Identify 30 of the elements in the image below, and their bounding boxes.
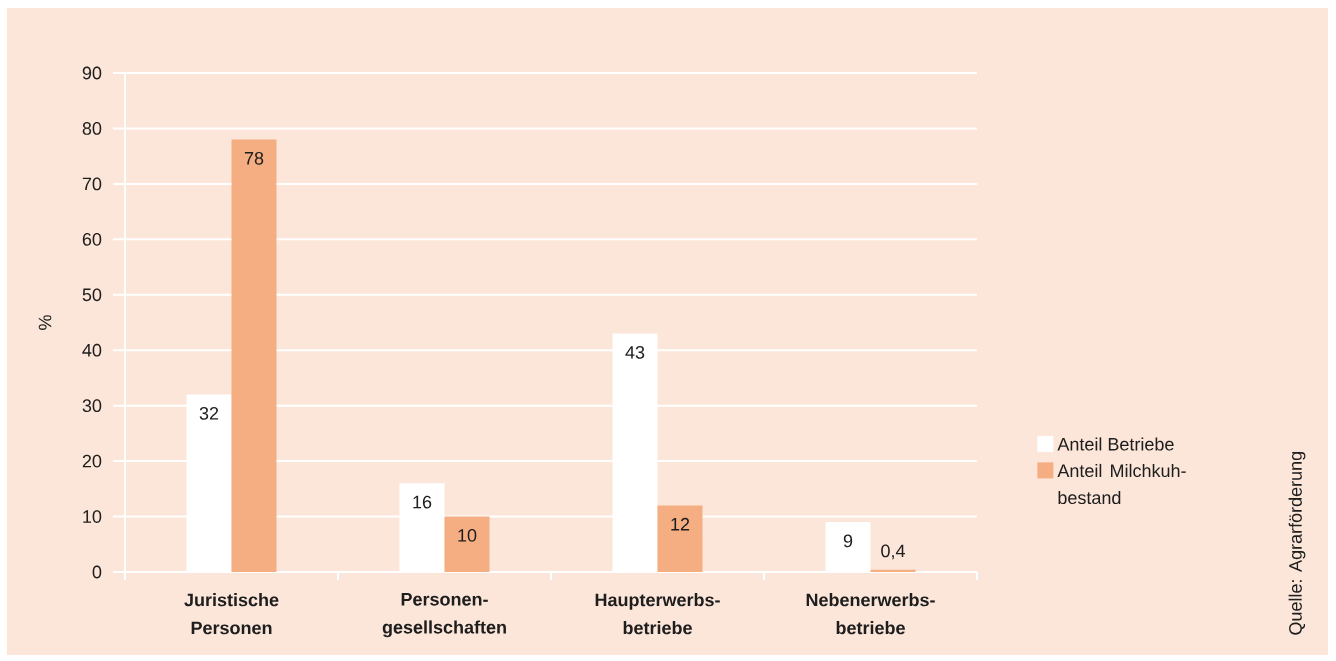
bar — [825, 522, 871, 572]
data-label: 0,4 — [881, 544, 905, 560]
y-tick-label: 90 — [82, 66, 102, 80]
legend-label: Anteil Milchkuh-bestand — [1057, 463, 1186, 505]
y-tick-label: 0 — [92, 565, 102, 579]
y-tick-label: 60 — [82, 232, 102, 246]
data-label: 10 — [458, 528, 477, 542]
y-axis-title: % — [38, 315, 52, 330]
data-label: 12 — [671, 517, 690, 531]
data-label: 78 — [244, 151, 264, 165]
bar — [657, 505, 703, 572]
data-label: 43 — [625, 345, 645, 359]
y-tick-label: 40 — [82, 343, 102, 357]
y-tick-label: 70 — [82, 177, 102, 191]
source-note: Quelle: Agrarförderung — [1288, 452, 1306, 635]
legend-label: Anteil Betriebe — [1057, 437, 1174, 451]
data-label: 32 — [199, 406, 219, 420]
y-tick-label: 80 — [82, 122, 102, 135]
bar — [444, 516, 490, 572]
x-tick-label: Nebenerwerbs-betriebe — [806, 593, 935, 635]
y-tick-label: 20 — [82, 454, 102, 468]
x-tick-label: Personen-gesellschaften — [382, 593, 506, 638]
data-label: 9 — [843, 534, 853, 548]
x-tick-label: Juristische Personen — [184, 593, 279, 635]
x-tick-label: Haupterwerbs-betriebe — [595, 593, 720, 635]
data-label: 16 — [413, 495, 432, 509]
bar — [231, 139, 277, 572]
y-tick-label: 50 — [82, 288, 102, 302]
y-tick-label: 10 — [83, 510, 102, 523]
y-tick-label: 30 — [82, 399, 102, 413]
